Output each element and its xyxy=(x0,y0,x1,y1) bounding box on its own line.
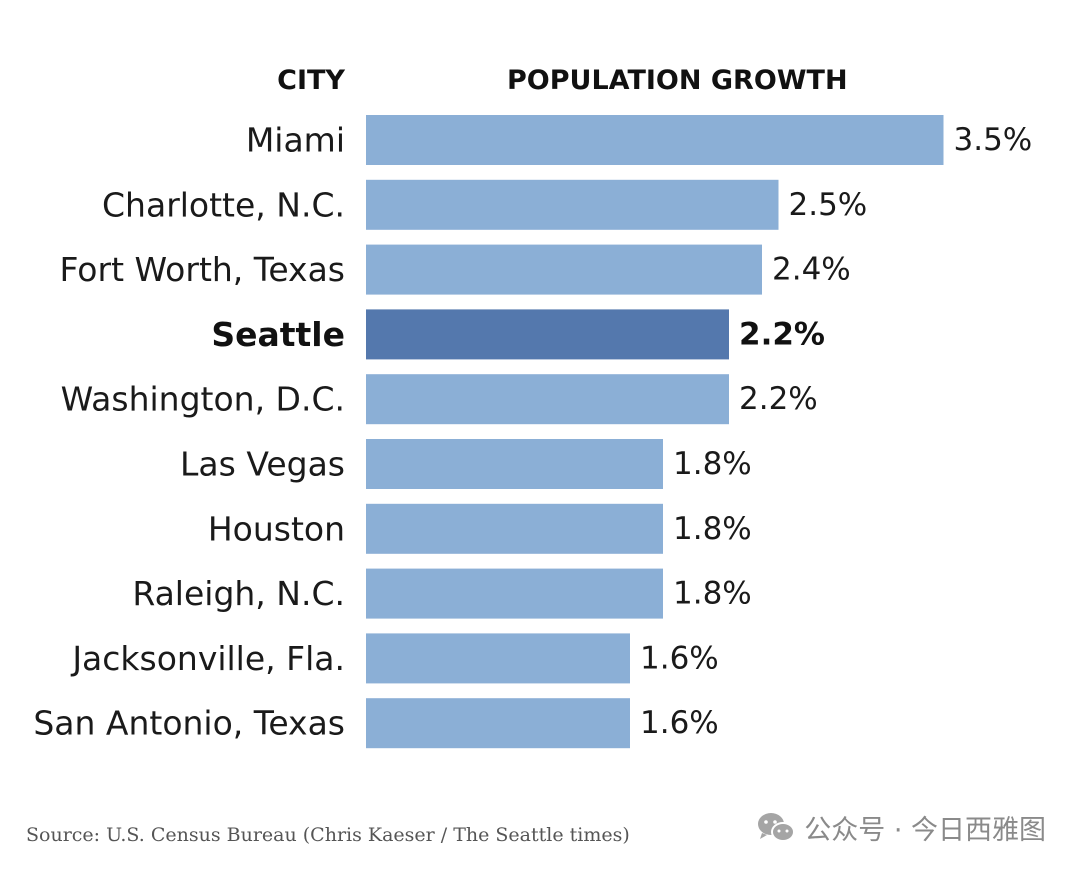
watermark: 公众号 · 今日西雅图 xyxy=(756,808,1046,847)
growth-column-header: POPULATION GROWTH xyxy=(507,65,848,96)
bar-9 xyxy=(366,698,630,749)
category-label-4: Washington, D.C. xyxy=(61,380,345,419)
wechat-icon xyxy=(758,812,796,842)
bar-0 xyxy=(366,115,944,165)
bar-1 xyxy=(366,179,779,230)
bar-2 xyxy=(366,244,762,295)
bar-3 xyxy=(366,309,729,360)
category-label-3: Seattle xyxy=(211,315,345,354)
source-note: Source: U.S. Census Bureau (Chris Kaeser… xyxy=(26,824,630,846)
value-label-6: 1.8% xyxy=(673,511,752,547)
value-label-1: 2.5% xyxy=(789,187,868,223)
bar-8 xyxy=(366,633,630,684)
category-label-5: Las Vegas xyxy=(180,445,345,484)
category-label-0: Miami xyxy=(246,121,345,160)
city-column-header: CITY xyxy=(277,65,345,96)
value-label-3: 2.2% xyxy=(739,316,825,352)
category-label-2: Fort Worth, Texas xyxy=(60,250,346,289)
value-label-4: 2.2% xyxy=(739,381,818,417)
value-label-0: 3.5% xyxy=(954,122,1033,158)
value-label-5: 1.8% xyxy=(673,446,752,482)
value-label-2: 2.4% xyxy=(772,252,851,288)
bar-7 xyxy=(366,568,663,619)
category-label-6: Houston xyxy=(208,509,345,548)
bar-4 xyxy=(366,374,729,425)
watermark-text: 公众号 · 今日西雅图 xyxy=(804,815,1046,846)
bar-5 xyxy=(366,439,663,489)
category-label-8: Jacksonville, Fla. xyxy=(70,639,345,678)
category-label-7: Raleigh, N.C. xyxy=(132,574,345,613)
bar-6 xyxy=(366,503,663,554)
value-label-9: 1.6% xyxy=(640,705,719,741)
value-label-7: 1.8% xyxy=(673,576,752,612)
bar-chart: CITY POPULATION GROWTH Miami 3.5% Charlott… xyxy=(33,65,1033,749)
category-label-9: San Antonio, Texas xyxy=(33,704,345,743)
category-label-1: Charlotte, N.C. xyxy=(102,185,345,224)
bars-group: Miami 3.5% Charlotte, N.C. 2.5% Fort Worth, … xyxy=(33,115,1033,749)
value-label-8: 1.6% xyxy=(640,640,719,676)
